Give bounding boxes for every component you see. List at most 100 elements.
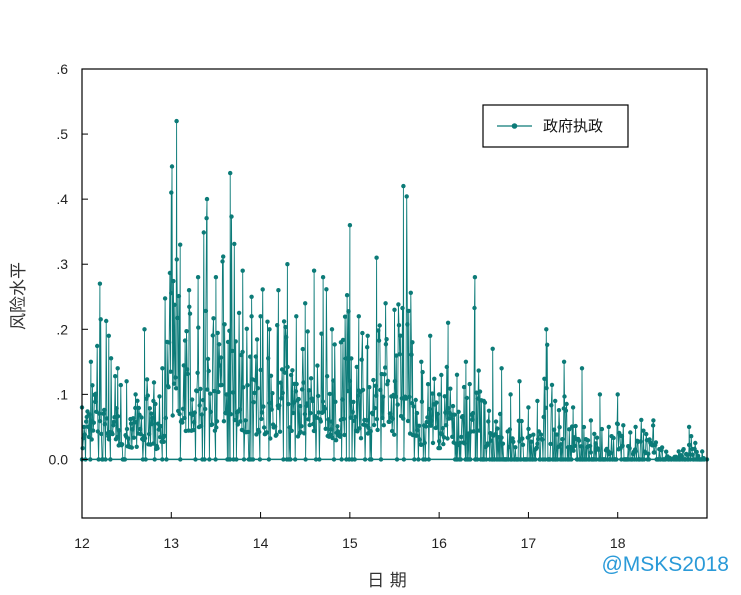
data-point: [230, 390, 236, 395]
data-point: [365, 333, 370, 338]
data-point: [416, 423, 422, 428]
data-point: [233, 339, 238, 344]
x-tick-label: 18: [610, 535, 626, 551]
data-point: [245, 383, 250, 388]
data-point: [417, 437, 422, 442]
data-point: [606, 424, 611, 430]
data-point: [366, 425, 371, 431]
data-point: [534, 445, 539, 450]
data-point: [467, 381, 472, 387]
data-point: [133, 392, 138, 397]
data-point: [490, 346, 495, 351]
data-point: [411, 404, 416, 409]
data-point: [406, 308, 411, 314]
data-point: [485, 441, 490, 446]
data-point: [457, 440, 463, 446]
plot-frame: [81, 68, 708, 519]
series-line: [81, 121, 707, 462]
data-point: [463, 359, 469, 364]
data-point: [291, 400, 296, 405]
data-point: [161, 439, 166, 444]
data-point: [392, 432, 397, 437]
data-point: [144, 377, 150, 382]
data-point: [579, 366, 585, 371]
data-point: [346, 309, 351, 314]
data-point: [633, 424, 638, 430]
data-point: [374, 255, 379, 260]
data-point: [488, 431, 493, 436]
data-point: [693, 440, 698, 446]
data-point: [279, 367, 285, 372]
data-point: [389, 428, 395, 434]
data-point: [217, 363, 222, 368]
data-point: [330, 435, 335, 441]
data-point: [162, 296, 168, 301]
data-point: [87, 412, 92, 417]
data-point: [261, 425, 267, 430]
data-point: [587, 443, 593, 449]
data-point: [227, 328, 232, 333]
data-point: [335, 424, 340, 429]
data-point: [567, 427, 572, 432]
data-point: [267, 400, 272, 406]
data-point: [413, 397, 418, 403]
data-point: [425, 382, 431, 387]
data-point: [108, 356, 114, 361]
data-point: [213, 275, 219, 280]
data-point: [396, 302, 401, 307]
data-point: [84, 414, 90, 420]
data-point: [578, 444, 584, 449]
data-point: [104, 416, 110, 421]
data-point: [415, 428, 420, 433]
data-point: [322, 406, 328, 411]
data-point: [175, 315, 180, 321]
data-point: [173, 386, 179, 391]
data-point: [356, 393, 361, 398]
data-point: [639, 417, 644, 423]
data-point: [324, 287, 329, 292]
data-point: [383, 365, 388, 370]
data-point: [80, 446, 85, 451]
data-point: [507, 427, 512, 432]
data-point: [364, 418, 369, 423]
data-point: [95, 343, 100, 349]
data-point: [329, 327, 335, 332]
data-point: [214, 425, 219, 430]
data-point: [172, 302, 177, 307]
data-point: [558, 442, 564, 447]
data-point: [206, 368, 211, 374]
data-point: [360, 387, 366, 393]
data-point: [342, 432, 347, 438]
data-point: [323, 426, 328, 431]
data-point: [557, 425, 562, 430]
data-point: [474, 390, 479, 395]
data-point: [419, 442, 424, 447]
data-point: [529, 439, 534, 444]
data-point: [329, 427, 334, 432]
data-point: [174, 257, 179, 262]
data-point: [420, 369, 425, 375]
data-point: [303, 301, 308, 306]
data-point: [259, 416, 264, 422]
data-point: [153, 401, 158, 407]
data-point: [238, 419, 243, 424]
data-point: [254, 432, 259, 437]
data-point: [551, 427, 557, 432]
data-point: [82, 432, 88, 437]
data-point: [254, 337, 260, 342]
x-axis: 12 13 14 15 16 17 18: [74, 512, 626, 551]
data-point: [151, 380, 157, 385]
data-point: [429, 418, 434, 423]
data-point: [378, 387, 383, 393]
data-point: [162, 433, 167, 439]
data-point: [454, 372, 460, 377]
data-point: [520, 442, 526, 447]
data-point: [320, 399, 326, 404]
data-point: [86, 424, 91, 429]
data-point: [229, 214, 234, 219]
data-point: [228, 170, 233, 176]
data-point: [681, 447, 686, 452]
data-point: [131, 416, 136, 421]
data-point: [448, 386, 453, 391]
